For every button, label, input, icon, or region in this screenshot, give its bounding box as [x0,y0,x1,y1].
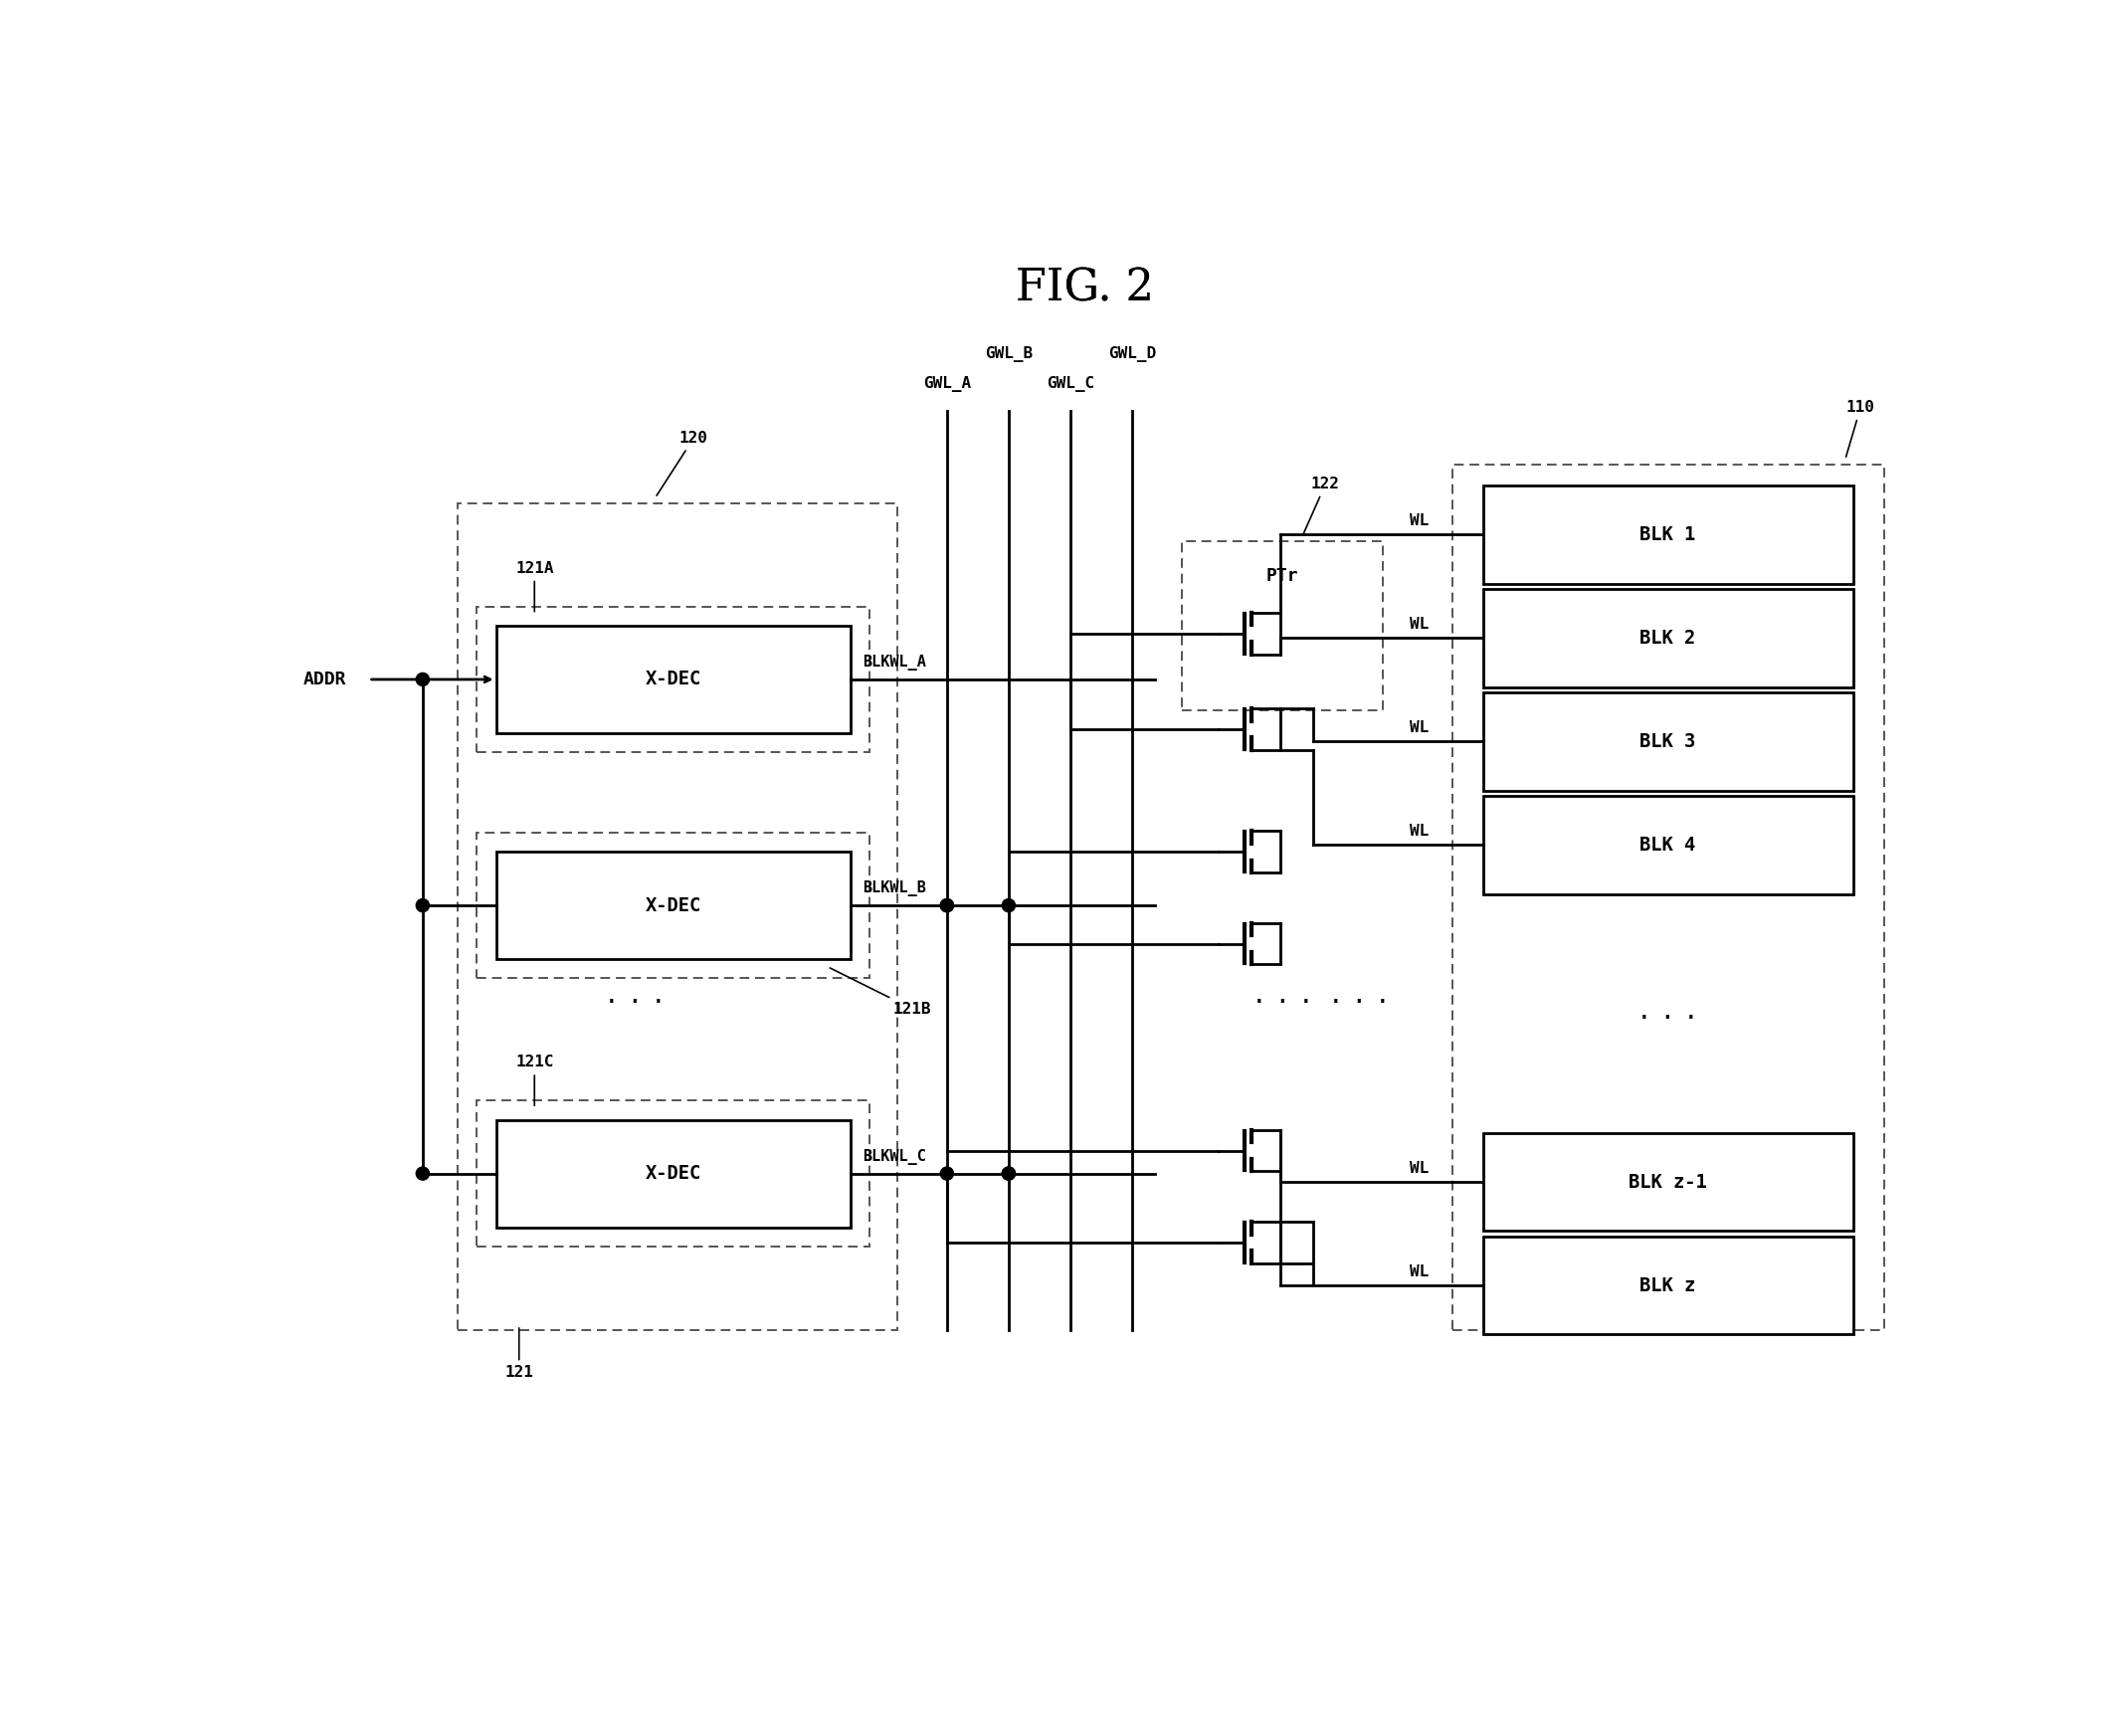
Circle shape [1001,1167,1016,1180]
Text: GWL_C: GWL_C [1046,377,1094,392]
Text: BLKWL_A: BLKWL_A [862,654,925,670]
Bar [1181,542,1382,710]
Text: BLK 1: BLK 1 [1641,526,1696,543]
Text: X-DEC: X-DEC [646,896,701,915]
Text: BLK 3: BLK 3 [1641,733,1696,752]
Text: ADDR: ADDR [303,670,347,689]
Circle shape [417,899,430,911]
Text: PTr: PTr [1266,568,1298,585]
Text: 122: 122 [1304,477,1340,533]
Text: GWL_D: GWL_D [1107,345,1156,361]
Text: FIG. 2: FIG. 2 [1016,267,1154,311]
Bar [1452,465,1884,1330]
Bar [495,625,851,733]
Text: 121C: 121C [514,1055,555,1106]
Text: 110: 110 [1846,399,1876,457]
Circle shape [940,899,953,911]
Bar [495,1120,851,1227]
Circle shape [417,674,430,686]
Bar [495,852,851,958]
Bar [1482,589,1852,687]
Text: BLK 2: BLK 2 [1641,628,1696,648]
Text: WL: WL [1410,1264,1429,1279]
Text: . . .: . . . [1253,988,1313,1007]
Circle shape [1001,1167,1016,1180]
Bar [1482,795,1852,894]
Text: WL: WL [1410,616,1429,632]
Text: 121A: 121A [514,561,555,611]
Text: BLK 4: BLK 4 [1641,835,1696,854]
Text: FIG. 2: FIG. 2 [1016,267,1154,311]
Circle shape [940,899,953,911]
Text: BLK z-1: BLK z-1 [1628,1172,1706,1191]
Bar [1482,693,1852,790]
Text: GWL_B: GWL_B [984,345,1033,361]
Bar [476,1101,870,1246]
Text: 121B: 121B [830,969,931,1016]
Text: X-DEC: X-DEC [646,670,701,689]
Text: GWL_A: GWL_A [923,377,972,392]
Text: WL: WL [1410,1161,1429,1175]
Text: . . .: . . . [1329,988,1389,1007]
Bar [476,606,870,752]
Bar [1482,1134,1852,1231]
Text: WL: WL [1410,823,1429,838]
Bar [1482,486,1852,583]
Text: WL: WL [1410,514,1429,528]
Text: BLKWL_B: BLKWL_B [862,880,925,896]
Bar [476,833,870,977]
Text: X-DEC: X-DEC [646,1165,701,1182]
Text: 121: 121 [504,1328,533,1380]
Text: . . .: . . . [605,988,665,1007]
Text: BLKWL_C: BLKWL_C [862,1149,925,1165]
Text: BLK z: BLK z [1641,1276,1696,1295]
Circle shape [417,1167,430,1180]
Text: 120: 120 [656,431,707,495]
Bar [1482,1236,1852,1335]
Bar [457,503,898,1330]
Text: WL: WL [1410,720,1429,734]
Circle shape [940,1167,953,1180]
Text: . . .: . . . [1639,1003,1698,1023]
Circle shape [1001,899,1016,911]
